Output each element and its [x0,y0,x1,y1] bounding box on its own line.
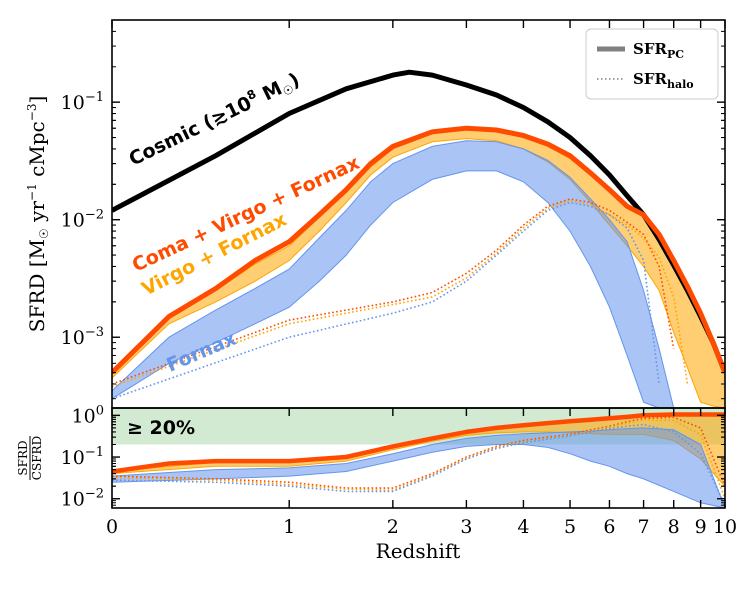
ylabel-exp2: −3 [25,104,39,122]
bottom-ytick-label: 10−2 [61,487,104,511]
xtick-label: 5 [564,516,576,538]
top-ytick-label: 10−2 [61,208,104,232]
top-ytick-label-base: 10 [61,92,85,114]
bottom-panel-frame [111,407,726,509]
bottom-coma-virgo-fornax-halo-line [112,416,725,489]
bottom-ytick-label-base: 10 [61,447,85,469]
top-ytick-label-base: 10 [61,327,85,349]
top-fornax-halo-line [112,201,660,400]
x-axis-label: Redshift [376,539,461,563]
legend-entry-halo-label: SFR [633,70,667,88]
xtick-label: 10 [713,516,737,538]
xtick-label: 8 [668,516,680,538]
legend-entry-pc: SFRPC [633,40,684,61]
ylabel-exp1: −1 [25,183,39,201]
top-ytick-label-exp: −1 [85,90,104,105]
legend-entry-pc-sub: PC [667,48,684,61]
bottom-ytick-label: 100 [72,403,104,427]
bottom-coma-virgo-fornax-line [112,412,725,474]
ylabel-sun: ☉ [37,228,51,239]
top-virgo-fornax-halo-line [112,199,689,388]
top-fornax-band [112,140,675,408]
top-ytick-label-exp: −3 [85,325,104,340]
xtick-label: 4 [517,516,529,538]
top-coma-virgo-fornax-line [112,125,725,375]
ylabel-prefix: SFRD [M [25,239,49,332]
xtick-label: 1 [283,516,295,538]
threshold-band-label: ≥ 20% [127,417,195,439]
xtick-label: 6 [603,516,615,538]
legend: SFRPC SFRhalo [585,28,719,100]
legend-entry-halo: SFRhalo [633,70,694,91]
top-ytick-label-exp: −2 [85,208,104,223]
top-ytick-label-base: 10 [61,210,85,232]
xtick-label: 0 [106,516,118,538]
bottom-lines [112,412,725,506]
bottom-y-axis-label: SFRD CSFRD [16,436,44,480]
ylabel-mid2: cMpc [25,121,49,183]
cosmic-label-text: Cosmic (≳10 [126,92,256,170]
ratio-denominator: CSFRD [30,436,44,480]
xtick-label: 3 [460,516,472,538]
bottom-ytick-label-base: 10 [72,405,96,427]
bottom-fornax-halo-line [112,423,725,506]
ratio-numerator: SFRD [16,440,30,475]
xtick-label: 7 [638,516,650,538]
top-ytick-label: 10−3 [61,325,104,349]
top-ytick-label: 10−1 [61,90,104,114]
top-y-axis-label: SFRD [M☉ yr−1 cMpc−3] [25,96,51,333]
ylabel-mid: yr [25,201,49,229]
ylabel-close: ] [25,96,49,104]
bottom-ytick-label-exp: −2 [85,487,104,502]
bottom-ytick-label-base: 10 [61,489,85,511]
legend-entry-pc-label: SFR [633,40,667,58]
bottom-ytick-label-exp: 0 [96,403,104,418]
top-lines [112,69,725,400]
bottom-ytick-label-exp: −1 [85,445,104,460]
legend-entry-halo-sub: halo [667,78,694,91]
xtick-label: 2 [387,516,399,538]
xtick-label: 9 [695,516,707,538]
bottom-fornax-band [112,427,725,508]
bottom-ytick-label: 10−1 [61,445,104,469]
cosmic-label-unit: M [253,77,286,108]
